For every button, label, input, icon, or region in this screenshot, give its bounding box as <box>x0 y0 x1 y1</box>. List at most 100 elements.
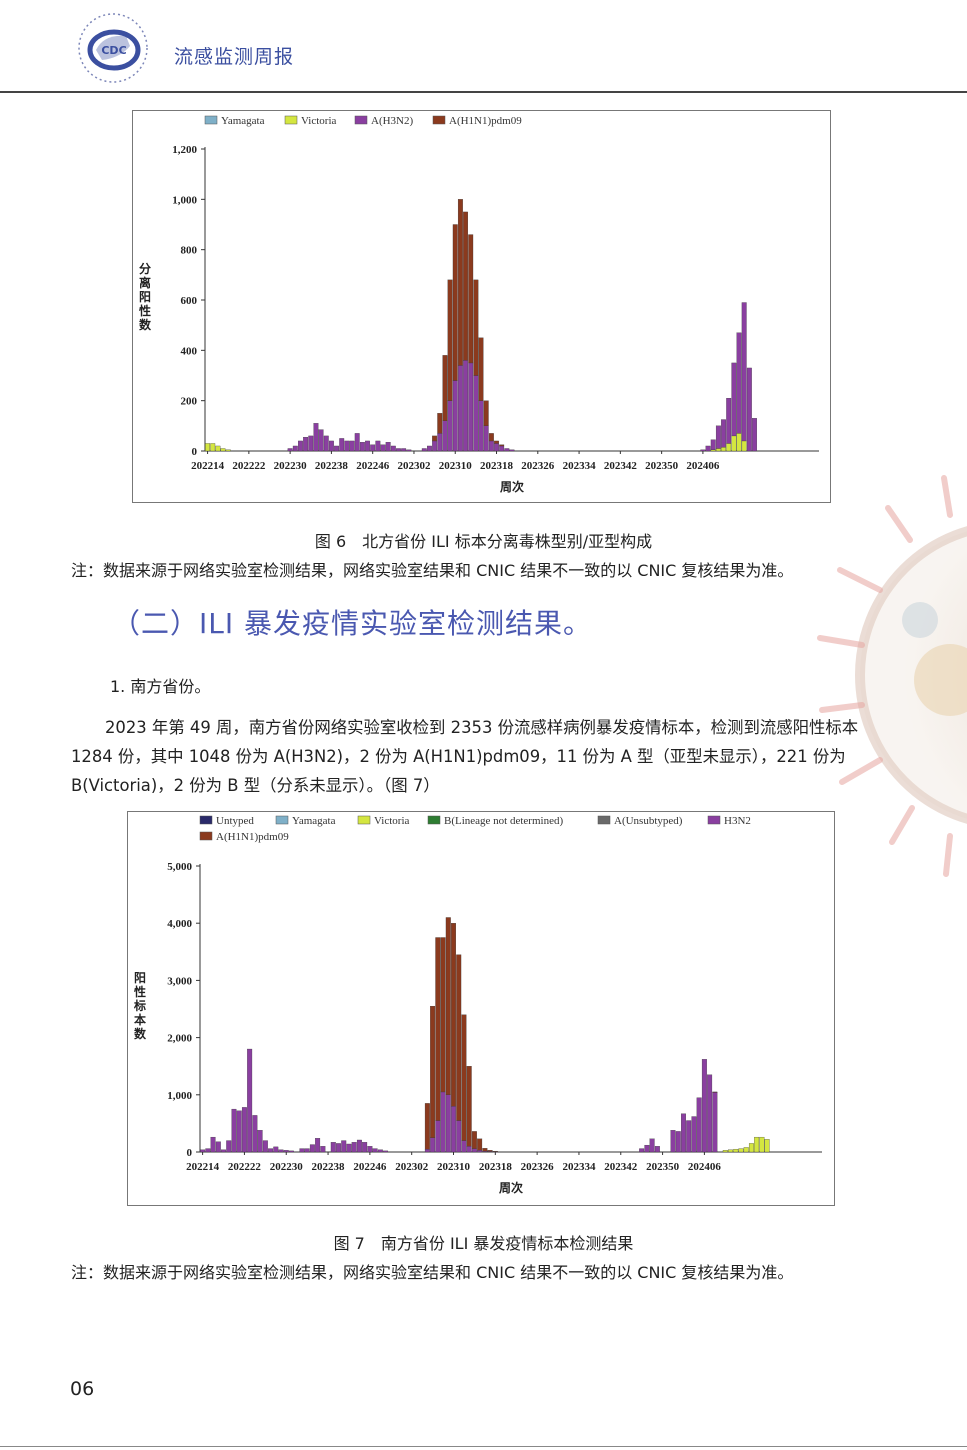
bar-segment <box>457 365 463 452</box>
bar-segment <box>396 448 401 452</box>
bar-segment <box>504 448 510 452</box>
figure7-note: 注：数据来源于网络实验室检测结果，网络实验室结果和 CNIC 结果不一致的以 C… <box>71 1263 794 1282</box>
figure6-note: 注：数据来源于网络实验室检测结果，网络实验室结果和 CNIC 结果不一致的以 C… <box>71 561 794 580</box>
bar-segment <box>499 445 505 452</box>
x-tick-label: 202238 <box>315 460 349 472</box>
bar-segment <box>354 433 360 452</box>
bar-segment <box>445 1094 451 1153</box>
x-tick-label: 202230 <box>270 1161 304 1173</box>
bar-segment <box>205 443 211 452</box>
bar-segment <box>278 1149 284 1153</box>
bar-segment <box>483 425 489 452</box>
x-tick-label: 202334 <box>563 460 597 472</box>
bar-segment <box>759 1136 765 1153</box>
bar-segment <box>487 1150 493 1152</box>
figure6-chart-svg: Yamagata Victoria A(H3N2) A(H1N1)pdm09 0 200 4… <box>138 115 819 494</box>
bar-segment <box>406 449 412 452</box>
bar-segment <box>437 433 443 452</box>
bar-segment <box>252 1115 258 1153</box>
bar-segment <box>696 1097 702 1153</box>
bar-segment <box>477 1138 483 1151</box>
y-tick-label: 1,200 <box>172 144 197 156</box>
paragraph-text: 2023 年第 49 周，南方省份网络实验室收检到 2353 份流感样病例暴发疫… <box>71 718 859 795</box>
x-tick-label: 202350 <box>646 1161 680 1173</box>
bar-segment <box>670 1130 676 1153</box>
bar-segment <box>482 1148 488 1152</box>
y-axis-label: 阳 <box>134 970 146 985</box>
bar-segment <box>741 440 747 452</box>
y-tick-label: 800 <box>181 245 198 257</box>
x-tick-label: 202246 <box>356 460 390 472</box>
bar-segment <box>231 1108 237 1153</box>
legend-label: Victoria <box>301 115 336 127</box>
y-axis-label: 分 <box>139 261 151 276</box>
legend-label: A(H1N1)pdm09 <box>449 115 522 127</box>
bar-segment <box>456 954 462 1121</box>
bar-segment <box>488 433 494 442</box>
bar-segment <box>375 440 381 452</box>
bar-segment <box>362 1142 368 1153</box>
bar-segment <box>461 1140 467 1153</box>
legend-swatch <box>707 815 721 825</box>
y-axis-label: 阳 <box>139 289 151 304</box>
bar-segment <box>435 1120 441 1153</box>
subsection-title: 1. 南方省份。 <box>110 677 211 696</box>
bar-segment <box>262 1140 268 1153</box>
bar-segment <box>334 445 340 452</box>
y-axis-label: 性 <box>138 303 151 318</box>
legend-swatch <box>354 115 368 125</box>
legend-label: Yamagata <box>292 815 336 827</box>
bar-segment <box>303 437 309 452</box>
bar-segment <box>686 1120 692 1153</box>
figure7-caption: 图 7 南方省份 ILI 暴发疫情标本检测结果 <box>333 1234 634 1253</box>
bar-segment <box>289 1150 294 1153</box>
bar-segment <box>318 429 324 452</box>
bar-segment <box>421 448 427 452</box>
footer-divider <box>0 1446 967 1447</box>
figure6-caption: 图 6 北方省份 ILI 标本分离毒株型别/亚型构成 <box>314 532 653 551</box>
bar-segment <box>451 923 456 1107</box>
bar-segment <box>215 445 221 452</box>
bar-segment <box>370 444 376 452</box>
legend-label: B(Lineage not determined) <box>444 815 563 827</box>
bar-segment <box>728 1149 733 1153</box>
x-tick-label: 202326 <box>521 460 555 472</box>
bar-segment <box>700 449 706 452</box>
bar-segment <box>471 1131 477 1149</box>
bar-segment <box>424 1103 430 1150</box>
bar-segment <box>748 1143 754 1153</box>
bar-segment <box>356 1139 362 1153</box>
x-tick-label: 202222 <box>232 460 265 472</box>
bar-segment <box>435 937 441 1121</box>
bar-segment <box>488 440 494 452</box>
bar-segment <box>427 445 432 452</box>
bar-segment <box>452 380 458 452</box>
y-axis-label: 数 <box>139 317 152 332</box>
x-tick-label: 202310 <box>439 460 473 472</box>
bar-segment <box>721 419 726 448</box>
y-tick-label: 5,000 <box>167 861 192 873</box>
bar-group <box>205 199 757 452</box>
bar-segment <box>341 1140 347 1153</box>
bar-segment <box>451 1106 456 1153</box>
bar-segment <box>736 332 742 434</box>
bar-segment <box>721 447 726 452</box>
svg-text:CDC: CDC <box>101 44 126 57</box>
bar-segment <box>377 1149 383 1153</box>
x-tick-label: 202342 <box>604 1161 638 1173</box>
bar-segment <box>273 1146 279 1153</box>
bar-segment <box>478 337 484 401</box>
bar-segment <box>675 1131 681 1153</box>
x-tick-label: 202222 <box>228 1161 262 1173</box>
bar-segment <box>654 1146 660 1153</box>
bar-segment <box>466 1066 472 1147</box>
bar-segment <box>226 1140 232 1153</box>
figure7-chart-svg: Untyped Yamagata Victoria B(Lineage not det… <box>133 815 822 1195</box>
x-tick-label: 202238 <box>312 1161 346 1173</box>
bar-segment <box>452 224 458 381</box>
bar-segment <box>726 443 732 452</box>
bar-segment <box>738 1148 744 1153</box>
section-title: （二）ILI 暴发疫情实验室检测结果。 <box>112 607 593 640</box>
bar-segment <box>746 367 752 452</box>
x-tick-label: 202318 <box>479 1161 513 1173</box>
